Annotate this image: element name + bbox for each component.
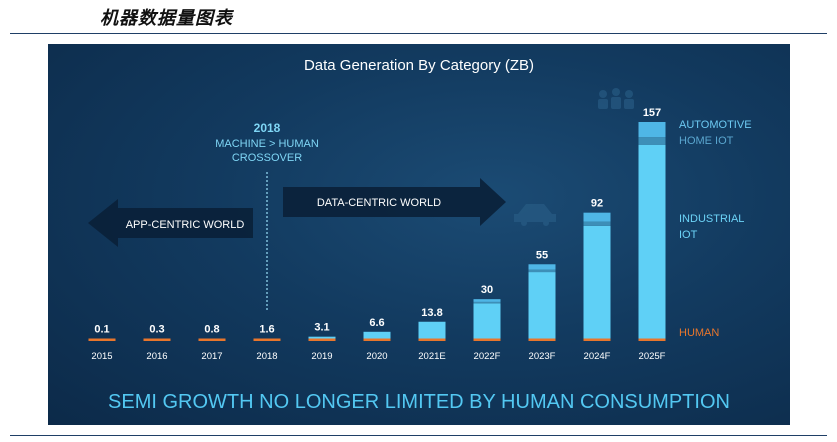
bar-segment-human	[473, 338, 501, 341]
legend-automotive: AUTOMOTIVE	[679, 119, 752, 131]
value-label-2020: 6.6	[369, 317, 384, 329]
tick-label-2016: 2016	[146, 351, 167, 362]
bar-segment-human	[198, 338, 226, 341]
document-title: 机器数据量图表	[100, 8, 233, 29]
tick-label-2015: 2015	[91, 351, 112, 362]
crossover-line1: MACHINE > HUMAN	[215, 138, 319, 150]
bar-segment-home-iot	[583, 221, 611, 226]
chart-panel: Data Generation By Category (ZB) APP-CEN…	[48, 44, 790, 425]
crossover-year: 2018	[254, 121, 281, 135]
bar-segment-industrial-iot	[363, 331, 391, 339]
people-icon	[598, 88, 634, 109]
app-centric-label: APP-CENTRIC WORLD	[126, 219, 245, 231]
legend: AUTOMOTIVE HOME IOT INDUSTRIAL IOT HUMAN	[679, 119, 752, 339]
bar-segment-automotive	[638, 122, 666, 138]
bar-segment-human	[363, 338, 391, 341]
value-label-2017: 0.8	[204, 324, 219, 336]
tick-label-2020: 2020	[366, 351, 387, 362]
bar-2023F	[528, 264, 556, 341]
value-label-2016: 0.3	[149, 324, 164, 336]
tick-label-2025F: 2025F	[639, 351, 666, 362]
bar-segment-industrial-iot	[638, 144, 666, 339]
bar-segment-human	[418, 338, 446, 341]
bar-2024F	[583, 212, 611, 341]
tick-label-2024F: 2024F	[584, 351, 611, 362]
tick-label-2021E: 2021E	[418, 351, 445, 362]
bar-segment-home-iot	[528, 269, 556, 273]
tick-label-group: 2015 2016 2017 2018 2019 2020 2021E 2022F 2023F 2…	[91, 351, 665, 362]
bar-segment-automotive	[583, 212, 611, 222]
bar-2022F	[473, 299, 501, 341]
bar-segment-industrial-iot	[473, 303, 501, 339]
tick-label-2018: 2018	[256, 351, 277, 362]
bar-segment-human	[583, 338, 611, 341]
bar-segment-automotive	[473, 299, 501, 302]
value-label-2024F: 92	[591, 198, 603, 210]
data-centric-label: DATA-CENTRIC WORLD	[317, 197, 441, 209]
crossover-line2: CROSSOVER	[232, 152, 302, 164]
tick-label-2019: 2019	[311, 351, 332, 362]
chart-title: Data Generation By Category (ZB)	[304, 57, 534, 74]
bar-2020	[363, 331, 391, 341]
bar-segment-human	[88, 338, 116, 341]
header-rule	[10, 33, 827, 34]
value-label-2023F: 55	[536, 249, 548, 261]
legend-industrial-iot: INDUSTRIAL IOT	[679, 213, 744, 241]
bar-segment-human	[528, 338, 556, 341]
bar-2018	[253, 338, 281, 341]
tick-label-2017: 2017	[201, 351, 222, 362]
app-centric-arrow	[88, 199, 253, 247]
legend-home-iot: HOME IOT	[679, 135, 734, 147]
bar-segment-automotive	[528, 264, 556, 270]
value-label-group: 0.1 0.3 0.8 1.6 3.1 6.6 13.8 30 55 92 157	[94, 107, 661, 336]
bar-segment-industrial-iot	[418, 321, 446, 339]
bar-group	[88, 122, 666, 341]
bar-segment-home-iot	[473, 301, 501, 304]
bar-2017	[198, 338, 226, 341]
value-label-2022F: 30	[481, 284, 493, 296]
value-label-2019: 3.1	[314, 322, 329, 334]
bar-2015	[88, 338, 116, 341]
footer-rule	[10, 435, 827, 436]
bar-segment-industrial-iot	[528, 272, 556, 339]
value-label-2015: 0.1	[94, 324, 109, 336]
tick-label-2023F: 2023F	[529, 351, 556, 362]
value-label-2021E: 13.8	[421, 307, 442, 319]
bar-2021E	[418, 321, 446, 341]
bar-2025F	[638, 122, 666, 341]
value-label-2018: 1.6	[259, 324, 274, 336]
bar-segment-industrial-iot	[308, 336, 336, 339]
banner-text: SEMI GROWTH NO LONGER LIMITED BY HUMAN C…	[108, 391, 730, 413]
car-icon	[514, 204, 556, 226]
bar-segment-human	[308, 338, 336, 341]
value-label-2025F: 157	[643, 107, 661, 119]
tick-label-2022F: 2022F	[474, 351, 501, 362]
bar-2019	[308, 336, 336, 341]
bar-segment-human	[638, 338, 666, 341]
chart-svg: Data Generation By Category (ZB) APP-CEN…	[88, 57, 752, 413]
legend-human: HUMAN	[679, 327, 719, 339]
bar-2016	[143, 338, 171, 341]
bar-segment-industrial-iot	[583, 225, 611, 339]
data-centric-arrow	[283, 178, 506, 226]
bar-segment-human	[143, 338, 171, 341]
bar-segment-human	[253, 338, 281, 341]
bar-segment-home-iot	[638, 137, 666, 145]
